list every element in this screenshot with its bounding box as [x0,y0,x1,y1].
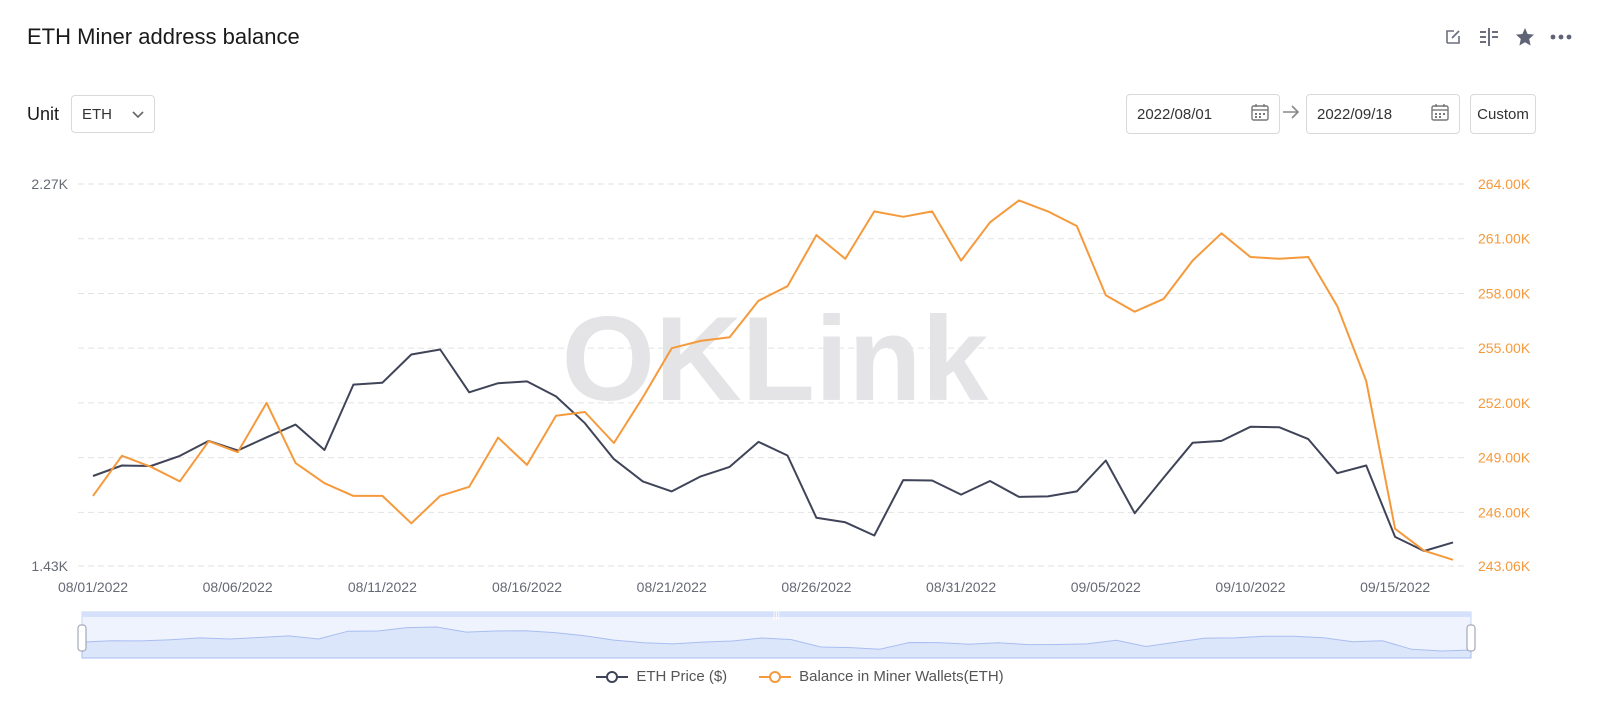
x-axis-tick-label: 08/11/2022 [348,579,417,595]
x-axis-tick-label: 08/31/2022 [926,579,996,595]
start-date-input[interactable]: 2022/08/01 [1126,94,1280,134]
page-title: ETH Miner address balance [27,24,300,49]
legend-balance-marker [759,670,792,683]
watermark: OKLink [562,292,989,426]
legend: ETH Price ($) Balance in Miner Wallets(E… [0,668,1600,685]
series-lines [92,199,1454,561]
balance-line [92,199,1454,561]
edit-icon[interactable] [1442,26,1464,48]
slider-grip: ||| [773,610,780,620]
slider-handle-left[interactable] [77,624,87,652]
left-axis-tick-label: 2.27K [31,176,68,192]
calendar-icon [1251,103,1269,125]
x-axis: 08/01/2022 08/06/2022 08/11/2022 08/16/2022… [58,579,1430,595]
x-axis-tick-label: 08/01/2022 [58,579,128,595]
left-axis-tick-label: 1.43K [31,558,68,574]
slider-preview-area [81,626,1472,659]
price-line [92,348,1454,552]
unit-select[interactable]: ETH [71,95,155,133]
right-y-axis: 264.00K 261.00K 258.00K 255.00K 252.00K 249.0… [1478,176,1531,574]
compare-icon[interactable] [1478,26,1500,48]
legend-item-balance[interactable]: Balance in Miner Wallets(ETH) [759,668,1004,685]
legend-price-label: ETH Price ($) [636,668,728,685]
left-y-axis: 2.27K 1.43K [31,176,68,574]
unit-select-value: ETH [82,105,112,123]
right-axis-tick-label: 264.00K [1478,176,1531,192]
right-axis-tick-label: 246.00K [1478,504,1531,520]
chart-toolbar [1442,26,1572,48]
x-axis-tick-label: 08/16/2022 [492,579,562,595]
right-axis-tick-label: 249.00K [1478,450,1531,466]
right-axis-tick-label: 255.00K [1478,340,1531,356]
chevron-down-icon [132,106,144,123]
star-icon[interactable] [1514,26,1536,48]
x-axis-tick-label: 09/05/2022 [1071,579,1141,595]
x-axis-tick-label: 08/06/2022 [203,579,273,595]
legend-balance-label: Balance in Miner Wallets(ETH) [799,668,1004,685]
right-axis-tick-label: 261.00K [1478,231,1531,247]
end-date-input[interactable]: 2022/09/18 [1306,94,1460,134]
arrow-right-icon [1282,104,1300,125]
right-axis-tick-label: 243.06K [1478,558,1531,574]
data-zoom-slider[interactable]: ||| [77,610,1476,659]
start-date-value: 2022/08/01 [1137,105,1213,123]
legend-price-marker [596,670,629,683]
x-axis-tick-label: 08/26/2022 [781,579,851,595]
unit-label: Unit [27,104,60,124]
slider-top-bar [82,612,1471,617]
slider-handle-right[interactable] [1466,624,1476,652]
right-axis-tick-label: 258.00K [1478,285,1531,301]
legend-item-price[interactable]: ETH Price ($) [596,668,727,685]
right-axis-tick-label: 252.00K [1478,395,1531,411]
calendar-icon [1431,103,1449,125]
x-axis-tick-label: 09/15/2022 [1360,579,1430,595]
more-icon[interactable] [1550,26,1572,48]
custom-range-button[interactable]: Custom [1470,94,1536,134]
x-axis-tick-label: 09/10/2022 [1215,579,1285,595]
x-axis-tick-label: 08/21/2022 [637,579,707,595]
end-date-value: 2022/09/18 [1317,105,1393,123]
